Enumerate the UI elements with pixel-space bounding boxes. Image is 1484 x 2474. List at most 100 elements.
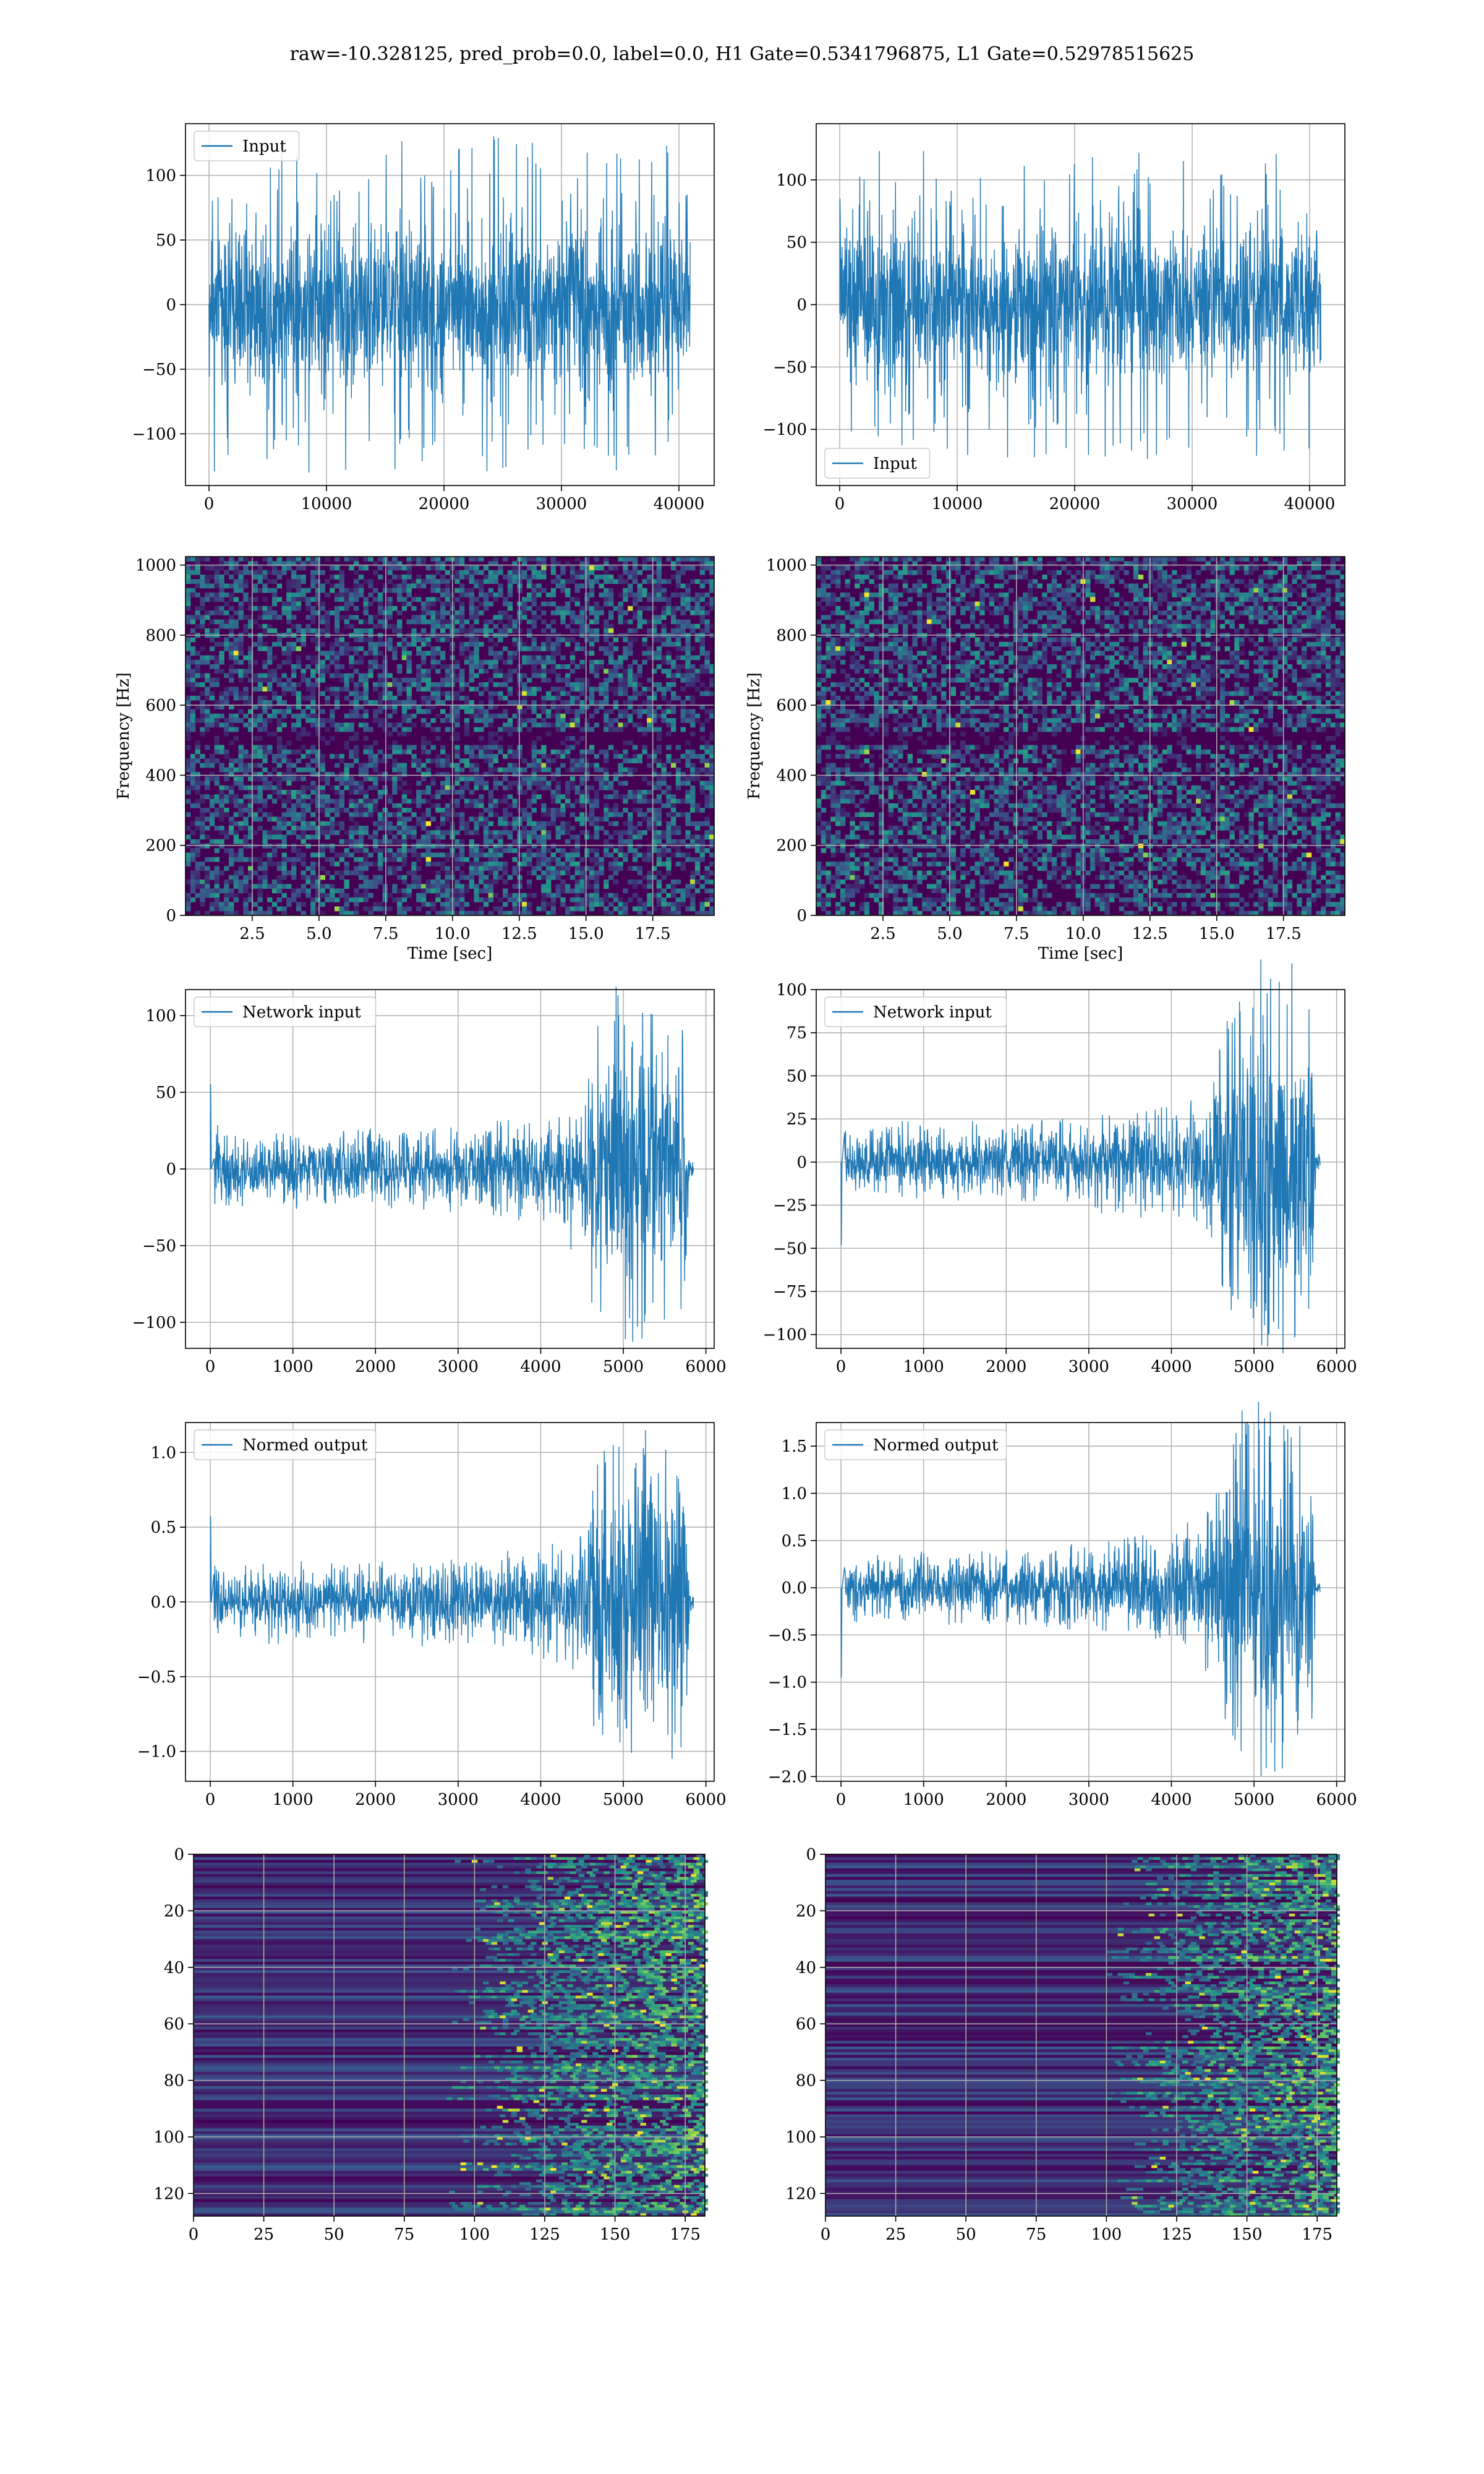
net_input_l1-xtick-label-2: 2000 [986,1358,1026,1376]
features_l1-xtick-label-2: 50 [956,2225,976,2244]
spec_h1-xtick-label-0: 2.5 [239,925,265,943]
normed_l1-chart: 0 1000 2000 3000 4000 5000 6000 −2.0 −1.5 −1.0 −0.… [768,1402,1357,1809]
spec_l1-ytick-label-0: 0 [796,907,807,925]
net_input_h1-xtick-label-5: 5000 [603,1358,644,1376]
features_h1-frame [193,1854,706,2217]
spec_h1-ytick-label-4: 800 [145,627,176,645]
net_input_l1-ytick-label-4: 0 [796,1154,807,1172]
net_input_h1-xtick-label-2: 2000 [355,1358,396,1376]
net_input_l1-legend: Network input [824,996,1007,1027]
normed_h1-xtick-label-2: 2000 [355,1791,396,1809]
normed_l1-ytick-label-4: 0.0 [782,1579,807,1598]
features_l1-frame [825,1854,1337,2217]
normed_l1-ytick-label-0: −2.0 [768,1768,807,1786]
spec_h1-ytick-label-5: 1000 [135,557,176,575]
input_l1-ytick-label-1: −50 [773,358,807,377]
features_l1-chart: 0 25 50 75 100 125 150 175 0 20 40 60 80 100 120 [785,1846,1340,2244]
normed_l1-xtick-label-2: 2000 [986,1791,1026,1809]
normed_l1-xtick-label-6: 6000 [1316,1791,1357,1809]
features_h1-xtick-label-3: 75 [394,2225,414,2244]
features_l1-xtick-label-7: 175 [1302,2225,1333,2244]
features_h1-xtick-label-5: 125 [529,2225,560,2244]
net_input_l1-frame [816,989,1345,1349]
spec_h1-ytick-label-2: 400 [145,766,176,785]
spec_h1-frame [185,556,715,916]
input_h1-xtick-label-3: 30000 [536,495,587,513]
net_input_l1-ytick-label-0: −100 [763,1326,807,1345]
net_input_h1-ytick-label-3: 50 [156,1084,176,1102]
input_h1-ytick-label-3: 50 [156,231,176,250]
input_l1-ytick-label-2: 0 [796,296,807,315]
net_input_h1-chart: 0 1000 2000 3000 4000 5000 6000 −100 −50 0 50 100 Ne… [132,987,727,1376]
features_h1-heatmap-cells [194,1854,708,2217]
normed_h1-ytick-label-4: 1.0 [151,1444,176,1462]
net_input_h1-series-line [210,987,694,1342]
net_input_h1-legend-box [194,996,377,1027]
normed_l1-xtick-label-0: 0 [836,1791,846,1809]
features_l1-ytick-label-0: 0 [806,1846,816,1864]
net_input_h1-legend-label: Network input [242,1003,361,1022]
net_input_h1-xtick-label-1: 1000 [273,1358,313,1376]
net_input_l1-ytick-label-3: −25 [773,1197,807,1215]
normed_h1-ytick-label-2: 0.0 [151,1593,176,1612]
features_l1-heatmap-cells [825,1854,1340,2217]
spec_h1-xtick-label-5: 15.0 [568,925,604,943]
spec_h1-xtick-label-4: 12.5 [501,925,537,943]
features_h1-ytick-label-0: 0 [174,1846,184,1864]
net_input_l1-xtick-label-6: 6000 [1316,1358,1357,1376]
spec_l1-xtick-label-4: 12.5 [1132,925,1168,943]
normed_h1-xtick-label-1: 1000 [273,1791,313,1809]
spec_l1-ytick-label-2: 400 [776,766,807,785]
features_h1-ytick-label-1: 20 [164,1902,184,1920]
input_h1-xtick-label-4: 40000 [654,495,705,513]
features_l1-ytick-label-6: 120 [785,2185,816,2203]
spec_l1-xtick-label-6: 17.5 [1266,925,1302,943]
input_h1-ytick-label-2: 0 [166,296,176,315]
normed_l1-ytick-label-6: 1.0 [782,1484,807,1503]
spec_h1-xtick-label-6: 17.5 [635,925,671,943]
net_input_l1-ytick-label-5: 25 [787,1110,807,1129]
spec_h1-xtick-label-3: 10.0 [435,925,471,943]
normed_l1-ytick-label-5: 0.5 [782,1532,807,1551]
normed_h1-ytick-label-1: −0.5 [137,1668,176,1687]
spec_l1-xtick-label-0: 2.5 [870,925,895,943]
spec_l1-ylabel: Frequency [Hz] [745,672,764,800]
features_l1-ytick-label-4: 80 [796,2072,816,2091]
spec_h1-xlabel: Time [sec] [407,944,493,963]
normed_l1-xtick-label-5: 5000 [1234,1791,1274,1809]
normed_h1-xtick-label-4: 4000 [520,1791,561,1809]
input_h1-ytick-label-1: −50 [142,361,176,379]
normed_l1-legend-label: Normed output [873,1436,999,1455]
spec_l1-ytick-label-4: 800 [776,627,807,645]
net_input_l1-xtick-label-1: 1000 [903,1358,944,1376]
features_h1-ytick-label-2: 40 [164,1959,184,1977]
net_input_l1-ytick-label-6: 50 [787,1067,807,1085]
normed_l1-ytick-label-7: 1.5 [782,1437,807,1456]
net_input_l1-xtick-label-4: 4000 [1151,1358,1192,1376]
features_l1-xtick-label-3: 75 [1026,2225,1046,2244]
net_input_h1-xtick-label-3: 3000 [438,1358,479,1376]
spec_l1-xtick-label-2: 7.5 [1004,925,1029,943]
features_l1-xtick-label-0: 0 [821,2225,831,2244]
normed_l1-ytick-label-2: −1.0 [768,1674,807,1692]
input_l1-legend-box [824,448,931,479]
features_h1-xtick-label-7: 175 [670,2225,701,2244]
features_l1-xtick-label-1: 25 [885,2225,906,2244]
net_input_h1-ytick-label-0: −100 [132,1314,176,1332]
input_h1-xtick-label-1: 10000 [301,495,352,513]
input_l1-ytick-label-0: −100 [763,421,807,439]
normed_l1-series-line [840,1402,1321,1776]
spec_l1-xtick-label-1: 5.0 [937,925,962,943]
net_input_h1-ytick-label-1: −50 [142,1237,176,1256]
input_l1-legend: Input [824,448,931,479]
normed_h1-legend-label: Normed output [242,1436,368,1455]
input_l1-chart: 0 10000 20000 30000 40000 −100 −50 0 50 100 Input [763,123,1345,513]
normed_l1-ytick-label-1: −1.5 [768,1721,807,1739]
normed_h1-xtick-label-3: 3000 [438,1791,479,1809]
input_l1-ytick-label-3: 50 [787,234,807,252]
spec_l1-chart: 2.5 5.0 7.5 10.0 12.5 15.0 17.5 0 200 400 600 800 10… [745,556,1345,963]
input_l1-xtick-label-4: 40000 [1284,495,1336,513]
normed_h1-xtick-label-6: 6000 [686,1791,727,1809]
net_input_l1-ytick-label-1: −75 [773,1283,807,1301]
input_h1-legend-box [194,131,300,161]
